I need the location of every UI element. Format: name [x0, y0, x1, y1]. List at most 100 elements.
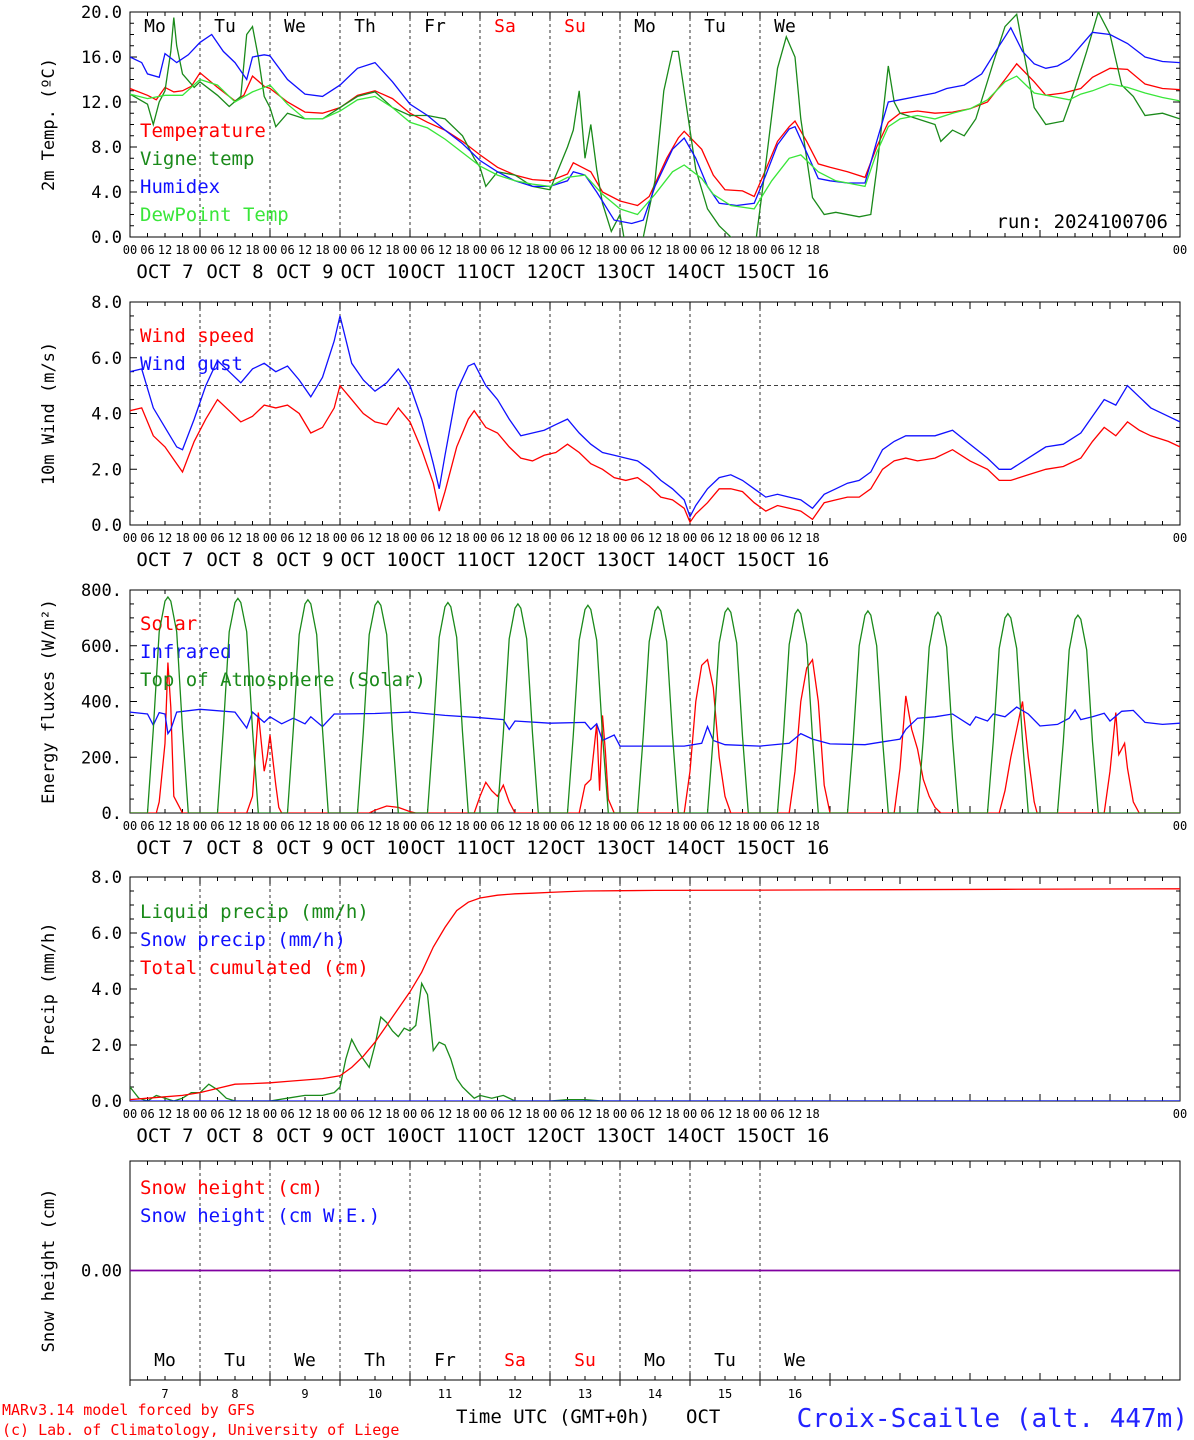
- bottom-day-number: 13: [578, 1387, 592, 1401]
- y-tick-label: 0.0: [91, 228, 122, 248]
- hour-tick-label: 12: [718, 531, 732, 545]
- hour-tick-label: 18: [245, 1107, 259, 1121]
- panel-5: 0.00 Snow height (cm) Snow height (cm) Snow…: [39, 1160, 1181, 1386]
- hour-tick-label: 18: [245, 243, 259, 257]
- hour-tick-label: 12: [578, 531, 592, 545]
- hour-tick-label: 06: [700, 819, 714, 833]
- date-label: OCT 7: [136, 549, 193, 571]
- hour-tick-label: 18: [525, 243, 539, 257]
- hour-tick-label: 12: [228, 1107, 242, 1121]
- hour-tick-label: 18: [805, 531, 819, 545]
- hour-tick-label: 06: [140, 819, 154, 833]
- hour-tick-label: 18: [385, 1107, 399, 1121]
- y-tick-label: 200.: [81, 748, 122, 768]
- time-axis-label: Time UTC (GMT+0h): [456, 1406, 650, 1428]
- day-name-label: Th: [364, 1350, 386, 1371]
- hour-tick-label: 18: [595, 243, 609, 257]
- legend-entry: Solar: [140, 613, 197, 635]
- hour-tick-label: 06: [280, 819, 294, 833]
- hour-tick-label: 06: [560, 531, 574, 545]
- hour-tick-label: 18: [315, 243, 329, 257]
- date-label: OCT 16: [761, 1125, 830, 1147]
- hour-tick-label: 00: [123, 531, 137, 545]
- hour-tick-label: 12: [438, 531, 452, 545]
- hour-tick-label: 18: [455, 531, 469, 545]
- hour-tick-label: 18: [665, 819, 679, 833]
- day-name-label: Mo: [144, 16, 166, 37]
- hour-tick-label: 06: [630, 243, 644, 257]
- date-label: OCT 9: [276, 261, 333, 283]
- series-line: [130, 981, 1180, 1101]
- series-line: [130, 706, 1180, 747]
- date-label: OCT 11: [411, 261, 480, 283]
- bottom-day-number: 7: [161, 1387, 168, 1401]
- hour-tick-label: 18: [385, 243, 399, 257]
- hour-tick-label: 18: [735, 243, 749, 257]
- bottom-day-number: 8: [231, 1387, 238, 1401]
- month-label: OCT: [686, 1406, 720, 1428]
- hour-tick-label: 06: [770, 531, 784, 545]
- y-tick-label: 0.0: [91, 1092, 122, 1112]
- y-tick-label: 8.0: [91, 138, 122, 158]
- hour-tick-label: 18: [525, 531, 539, 545]
- hour-tick-label: 00: [123, 819, 137, 833]
- day-name-label: Sa: [494, 16, 516, 37]
- day-name-label: Fr: [424, 16, 446, 37]
- hour-tick-label: 12: [718, 819, 732, 833]
- date-label: OCT 15: [691, 837, 760, 859]
- date-label: OCT 15: [691, 261, 760, 283]
- hour-tick-label: 12: [158, 243, 172, 257]
- day-name-label: Tu: [224, 1350, 246, 1371]
- day-name-label: Sa: [504, 1350, 526, 1371]
- date-label: OCT 8: [206, 1125, 263, 1147]
- y-tick-label: 0.00: [81, 1262, 122, 1282]
- date-label: OCT 7: [136, 261, 193, 283]
- hour-tick-label: 00: [753, 819, 767, 833]
- hour-tick-label: 00: [1173, 819, 1187, 833]
- legend-entry: Liquid precip (mm/h): [140, 901, 369, 923]
- hour-tick-label: 00: [263, 531, 277, 545]
- hour-tick-label: 12: [578, 1107, 592, 1121]
- hour-tick-label: 12: [508, 243, 522, 257]
- hour-tick-label: 06: [700, 531, 714, 545]
- hour-tick-label: 00: [683, 819, 697, 833]
- y-tick-label: 0.0: [91, 516, 122, 536]
- hour-tick-label: 06: [420, 1107, 434, 1121]
- day-name-label: Tu: [714, 1350, 736, 1371]
- date-label: OCT 11: [411, 549, 480, 571]
- hour-tick-label: 00: [753, 531, 767, 545]
- hour-tick-label: 00: [193, 1107, 207, 1121]
- day-name-label: Su: [564, 16, 586, 37]
- hour-tick-label: 06: [560, 243, 574, 257]
- y-tick-label: 800.: [81, 581, 122, 601]
- panel-3: 0. 200. 400. 600. 800. Energy fluxes (W/m²) So…: [39, 581, 1187, 859]
- legend-entry: Snow precip (mm/h): [140, 929, 346, 951]
- hour-tick-label: 00: [473, 819, 487, 833]
- hour-tick-label: 06: [560, 819, 574, 833]
- hour-tick-label: 06: [140, 243, 154, 257]
- hour-tick-label: 12: [228, 819, 242, 833]
- hour-tick-label: 06: [350, 531, 364, 545]
- hour-tick-label: 12: [368, 819, 382, 833]
- hour-tick-label: 00: [333, 243, 347, 257]
- hour-tick-label: 00: [123, 1107, 137, 1121]
- hour-tick-label: 12: [788, 531, 802, 545]
- hour-tick-label: 00: [403, 243, 417, 257]
- hour-tick-label: 06: [280, 531, 294, 545]
- hour-tick-label: 18: [735, 531, 749, 545]
- series-line: [130, 595, 1180, 813]
- hour-tick-label: 00: [193, 243, 207, 257]
- date-label: OCT 16: [761, 261, 830, 283]
- bottom-day-number: 12: [508, 1387, 522, 1401]
- hour-tick-label: 00: [613, 819, 627, 833]
- legend-entry: Humidex: [140, 176, 220, 198]
- hour-tick-label: 18: [805, 1107, 819, 1121]
- legend-entry: Top of Atmosphere (Solar): [140, 669, 426, 691]
- date-label: OCT 10: [341, 1125, 410, 1147]
- y-tick-label: 0.: [102, 804, 122, 824]
- hour-tick-label: 12: [508, 531, 522, 545]
- legend-entry: Temperature: [140, 120, 266, 142]
- hour-tick-label: 18: [735, 819, 749, 833]
- y-tick-label: 8.0: [91, 293, 122, 313]
- hour-tick-label: 00: [403, 531, 417, 545]
